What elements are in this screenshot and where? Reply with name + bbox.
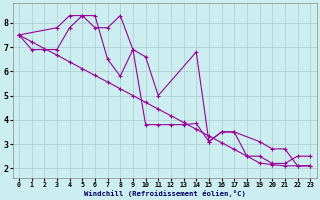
- X-axis label: Windchill (Refroidissement éolien,°C): Windchill (Refroidissement éolien,°C): [84, 190, 245, 197]
